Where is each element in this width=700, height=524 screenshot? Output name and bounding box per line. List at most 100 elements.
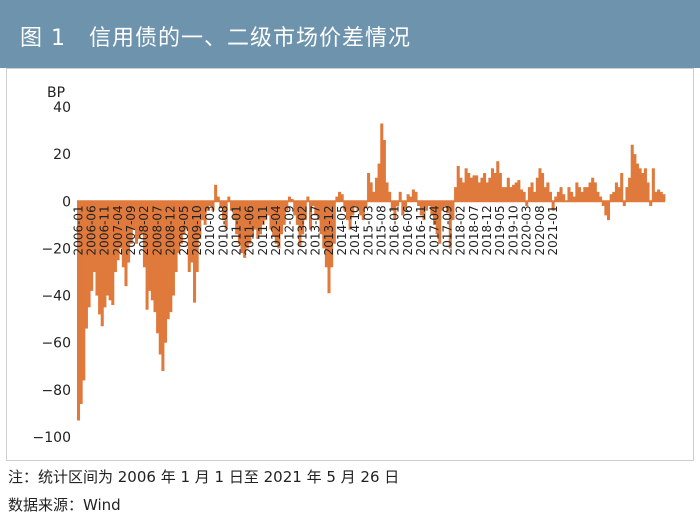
bar [538,168,542,202]
bar [475,175,479,202]
x-tick-label: 2007-09 [124,205,138,255]
bar [438,201,442,244]
bar [577,187,582,202]
bar [135,201,139,244]
bar [456,165,460,202]
bar [643,168,647,202]
bar [256,201,260,239]
bar [546,182,550,202]
bar [266,201,270,216]
bar [359,201,363,216]
bar [182,201,186,235]
bar [493,173,497,202]
bar [480,177,484,202]
bar [179,201,183,244]
bar [403,201,407,211]
bar [604,201,608,216]
bar [121,201,125,268]
bar [372,191,376,202]
figure-header: 图 1 信用债的一、二级市场价差情况 [0,0,700,68]
bar [430,201,434,216]
x-tick-label: 2009-10 [190,205,204,255]
bar [211,201,215,211]
bar-series [77,123,666,421]
bar [285,201,289,211]
bar [543,187,547,202]
bar [548,191,553,202]
bar [406,194,410,202]
bar [580,191,584,202]
bar [422,201,426,221]
bar [459,177,463,202]
bar [156,201,160,334]
y-axis: 40 20 0 −20 −40 −60 −80 −100 [33,100,71,446]
y-tick-label: 40 [53,100,71,116]
bar [467,173,471,202]
x-tick-label: 2012-09 [282,205,296,255]
bar [90,201,94,291]
bar [153,201,157,313]
bar [98,201,102,315]
x-tick-label: 2018-07 [467,205,481,255]
x-tick-label: 2016-01 [388,205,402,255]
bar [222,201,226,221]
bar [324,201,328,268]
bar [638,168,642,202]
bar [316,201,320,221]
bar [485,182,489,202]
bar [496,161,500,202]
x-tick-label: 2012-04 [269,205,283,255]
x-tick-label: 2019-05 [493,205,507,255]
bar [272,201,276,237]
bar [609,194,613,202]
bar [322,201,326,249]
bar [533,191,537,202]
x-tick-label: 2011-11 [256,205,270,255]
bar [367,173,371,202]
bar [501,187,505,202]
bar [198,201,202,239]
bar [314,201,318,216]
bar [393,201,397,221]
bar [277,201,281,249]
bar [461,182,466,202]
bar [601,201,605,206]
x-tick-label: 2013-12 [322,205,336,255]
y-tick-label: −80 [41,383,71,399]
bar [251,201,255,237]
bar [425,201,429,211]
bar [522,191,526,202]
bar [77,201,81,421]
bar [116,201,120,261]
bar [353,201,357,206]
bar [280,201,284,235]
figure-title: 图 1 信用债的一、二级市场价差情况 [20,20,411,52]
x-tick-label: 2015-08 [375,205,389,255]
bar [435,201,439,235]
bar [377,163,381,202]
bar [351,201,355,216]
y-tick-label: −40 [41,289,71,305]
bar [227,196,231,202]
bar [269,201,273,230]
bar [301,201,305,235]
x-tick-label: 2010-03 [203,205,217,255]
bar [332,201,336,244]
bar [649,201,653,206]
bar [208,201,212,206]
bar [469,177,473,202]
bar [229,201,233,211]
bar [382,140,386,202]
bar [525,201,529,206]
x-tick-label: 2007-04 [111,205,125,255]
y-tick-label: 0 [62,194,71,210]
x-tick-label: 2006-06 [85,205,99,255]
bar [166,201,170,320]
bar [498,173,502,202]
bar [282,201,286,225]
bar [311,201,315,206]
bar [306,196,310,202]
bar [417,201,421,206]
bar [103,201,107,308]
bar [164,201,168,343]
